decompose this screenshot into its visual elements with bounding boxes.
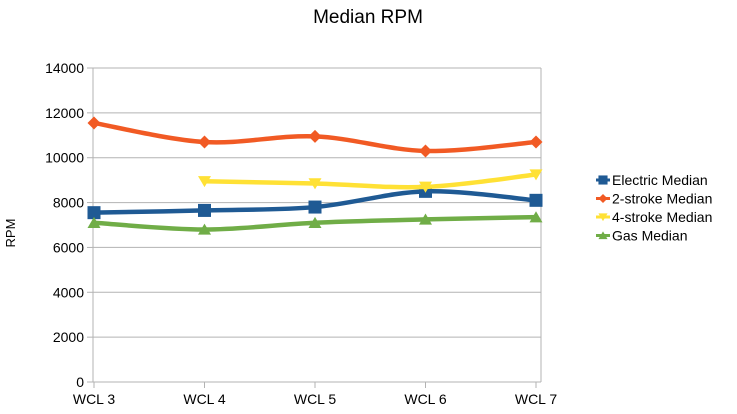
legend-label: 4-stroke Median <box>612 209 712 225</box>
x-tick-label: WCL 3 <box>73 391 115 407</box>
legend-item: Electric Median <box>596 172 708 188</box>
data-point <box>308 129 322 143</box>
series-4-stroke-median <box>198 169 543 193</box>
data-point <box>198 203 211 217</box>
y-tick-label: 8000 <box>53 195 84 211</box>
legend-marker <box>598 175 608 185</box>
series-2-stroke-median <box>87 116 543 158</box>
data-point <box>529 211 543 223</box>
data-point <box>198 176 211 188</box>
data-point <box>87 116 101 130</box>
legend-label: 2-stroke Median <box>612 191 712 207</box>
data-point <box>308 178 322 190</box>
data-point <box>529 135 543 149</box>
chart-title: Median RPM <box>313 7 423 28</box>
series-group <box>87 116 543 235</box>
legend-marker <box>598 231 608 240</box>
y-tick-label: 4000 <box>53 284 84 300</box>
gridlines <box>93 67 541 338</box>
y-tick-label: 0 <box>76 374 84 390</box>
data-point <box>419 181 432 193</box>
y-tick-label: 10000 <box>45 150 84 166</box>
data-point <box>198 223 211 235</box>
axes: 0 2000 4000 6000 8000 10000 12000 14000 WCL 3 WCL… <box>45 60 557 407</box>
legend-item: 2-stroke Median <box>596 191 712 207</box>
legend-marker <box>598 193 608 204</box>
data-point <box>198 135 211 149</box>
legend: Electric Median 2-stroke Median 4-stroke M… <box>596 172 712 244</box>
y-tick-label: 6000 <box>53 239 84 255</box>
data-point <box>87 216 101 228</box>
x-tick-label: WCL 6 <box>404 391 446 407</box>
data-point <box>308 200 322 214</box>
data-point <box>529 193 543 207</box>
data-point <box>529 169 543 181</box>
y-tick-label: 2000 <box>53 329 84 345</box>
legend-item: 4-stroke Median <box>596 209 712 225</box>
series-gas-median <box>87 211 543 235</box>
y-tick-label: 12000 <box>45 105 84 121</box>
series-electric-median <box>87 184 543 220</box>
data-point <box>87 206 101 220</box>
series-line <box>202 172 539 190</box>
data-point <box>419 213 432 225</box>
legend-label: Gas Median <box>612 228 687 244</box>
x-tick-label: WCL 5 <box>294 391 336 407</box>
x-tick-label: WCL 7 <box>515 391 557 407</box>
x-tick-label: WCL 4 <box>183 391 225 407</box>
legend-label: Electric Median <box>612 172 708 188</box>
legend-item: Gas Median <box>596 228 687 244</box>
y-axis-title: RPM <box>3 219 18 248</box>
data-point <box>419 144 432 158</box>
legend-marker <box>598 213 608 222</box>
data-point <box>308 216 322 228</box>
y-tick-label: 14000 <box>45 60 84 76</box>
